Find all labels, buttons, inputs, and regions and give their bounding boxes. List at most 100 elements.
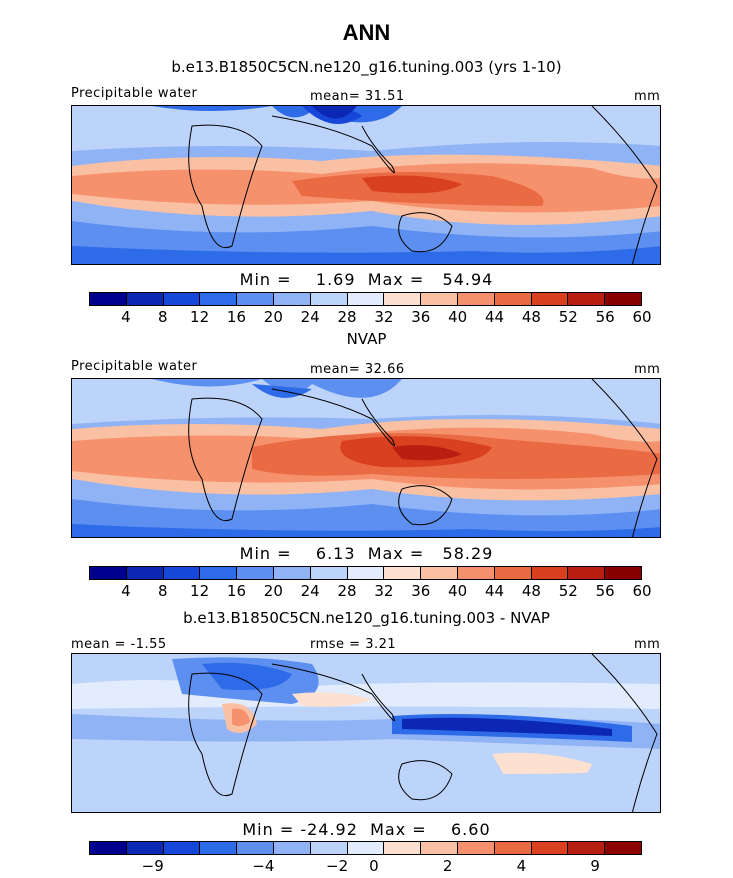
- colorbar-swatch: [126, 842, 164, 854]
- panel-3-title: b.e13.B1850C5CN.ne120_g16.tuning.003 - N…: [183, 609, 550, 627]
- colorbar-swatch: [384, 293, 422, 305]
- panel-2-units-label: mm: [634, 362, 661, 377]
- colorbar-tick-label: −9: [141, 857, 164, 875]
- colorbar-tick-label: 52: [558, 582, 578, 600]
- colorbar-swatch: [163, 842, 201, 854]
- colorbar-swatch: [163, 293, 201, 305]
- panel-1-title: b.e13.B1850C5CN.ne120_g16.tuning.003 (yr…: [171, 58, 562, 76]
- colorbar-tick-label: 48: [521, 308, 541, 326]
- panel-2-map: [71, 378, 661, 538]
- colorbar-swatch: [531, 567, 569, 579]
- panel-2-title: NVAP: [346, 330, 387, 348]
- colorbar-tick-label: 28: [337, 308, 357, 326]
- colorbar-tick-label: 2: [442, 857, 453, 875]
- colorbar-tick-label: 36: [411, 582, 431, 600]
- panel-2-colorbar-ticks: 4 8 12 16 20 24 28 32 36 40 44 48 52 56 60: [0, 582, 733, 602]
- colorbar-tick-label: 4: [121, 582, 131, 600]
- colorbar-swatch: [310, 293, 348, 305]
- colorbar-swatch: [90, 842, 127, 854]
- colorbar-swatch: [494, 293, 532, 305]
- panel-3-colorbar: [89, 841, 642, 855]
- colorbar-tick-label: 12: [190, 582, 210, 600]
- colorbar-tick-label: 20: [263, 582, 283, 600]
- colorbar-tick-label: 48: [521, 582, 541, 600]
- colorbar-tick-label: 8: [157, 582, 168, 600]
- colorbar-tick-label: 20: [263, 308, 283, 326]
- panel-2-minmax: Min = 6.13 Max = 58.29: [239, 544, 494, 563]
- colorbar-swatch: [310, 842, 348, 854]
- colorbar-tick-label: 9: [590, 857, 600, 875]
- panel-3-units-label: mm: [634, 637, 661, 652]
- colorbar-swatch: [310, 567, 348, 579]
- colorbar-tick-label: 40: [448, 308, 468, 326]
- colorbar-swatch: [200, 293, 238, 305]
- panel-1-units-label: mm: [634, 89, 661, 104]
- panel-1-colorbar-ticks: 4 8 12 16 20 24 28 32 36 40 44 48 52 56 60: [0, 308, 733, 328]
- colorbar-swatch: [568, 567, 606, 579]
- colorbar-swatch: [347, 567, 385, 579]
- colorbar-swatch: [273, 567, 311, 579]
- colorbar-swatch: [347, 293, 385, 305]
- colorbar-tick-label: 0: [369, 857, 379, 875]
- colorbar-swatch: [605, 567, 641, 579]
- colorbar-swatch: [237, 842, 274, 854]
- colorbar-swatch: [126, 293, 164, 305]
- panel-3-minmax: Min = -24.92 Max = 6.60: [242, 820, 491, 839]
- panel-1-colorbar: [89, 292, 642, 306]
- colorbar-tick-label: 44: [484, 582, 505, 600]
- colorbar-tick-label: 28: [337, 582, 357, 600]
- panel-2-variable-label: Precipitable water: [71, 359, 198, 374]
- colorbar-swatch: [457, 567, 495, 579]
- colorbar-tick-label: 4: [121, 308, 131, 326]
- colorbar-tick-label: 36: [411, 308, 431, 326]
- colorbar-swatch: [457, 842, 495, 854]
- panel-2-mean-label: mean= 32.66: [310, 362, 405, 377]
- colorbar-tick-label: 32: [374, 308, 394, 326]
- colorbar-tick-label: 56: [595, 308, 615, 326]
- colorbar-swatch: [237, 293, 274, 305]
- colorbar-swatch: [421, 567, 458, 579]
- colorbar-tick-label: 56: [595, 582, 615, 600]
- colorbar-swatch: [200, 567, 238, 579]
- colorbar-tick-label: 52: [558, 308, 578, 326]
- panel-1-variable-label: Precipitable water: [71, 86, 198, 101]
- panel-1-minmax: Min = 1.69 Max = 54.94: [239, 270, 494, 289]
- figure-title: ANN: [342, 20, 391, 45]
- colorbar-swatch: [568, 842, 606, 854]
- panel-3-colorbar-ticks: −9 −4 −2 0 2 4 9: [0, 857, 733, 877]
- colorbar-tick-label: 40: [448, 582, 468, 600]
- panel-1-mean-label: mean= 31.51: [310, 89, 405, 104]
- colorbar-swatch: [568, 293, 606, 305]
- colorbar-tick-label: 12: [190, 308, 210, 326]
- colorbar-swatch: [90, 293, 127, 305]
- colorbar-swatch: [273, 842, 311, 854]
- colorbar-tick-label: 44: [484, 308, 505, 326]
- panel-3-map: [71, 653, 661, 813]
- colorbar-tick-label: 24: [300, 582, 320, 600]
- colorbar-swatch: [531, 293, 569, 305]
- colorbar-swatch: [421, 293, 458, 305]
- colorbar-swatch: [531, 842, 569, 854]
- colorbar-swatch: [163, 567, 201, 579]
- colorbar-tick-label: 60: [632, 308, 652, 326]
- colorbar-swatch: [90, 567, 127, 579]
- panel-3-rmse-label: rmse = 3.21: [310, 637, 397, 652]
- colorbar-tick-label: −2: [326, 857, 349, 875]
- colorbar-tick-label: 16: [226, 582, 246, 600]
- colorbar-tick-label: 24: [300, 308, 320, 326]
- colorbar-tick-label: 32: [374, 582, 394, 600]
- colorbar-swatch: [457, 293, 495, 305]
- colorbar-tick-label: 4: [516, 857, 527, 875]
- colorbar-tick-label: 8: [157, 308, 168, 326]
- colorbar-swatch: [384, 842, 422, 854]
- colorbar-swatch: [200, 842, 238, 854]
- colorbar-swatch: [273, 293, 311, 305]
- colorbar-tick-label: 16: [226, 308, 246, 326]
- panel-1-map: [71, 105, 661, 265]
- colorbar-swatch: [605, 293, 641, 305]
- panel-3-mean-label: mean = -1.55: [71, 637, 167, 652]
- colorbar-swatch: [605, 842, 641, 854]
- colorbar-swatch: [494, 842, 532, 854]
- colorbar-swatch: [126, 567, 164, 579]
- colorbar-swatch: [384, 567, 422, 579]
